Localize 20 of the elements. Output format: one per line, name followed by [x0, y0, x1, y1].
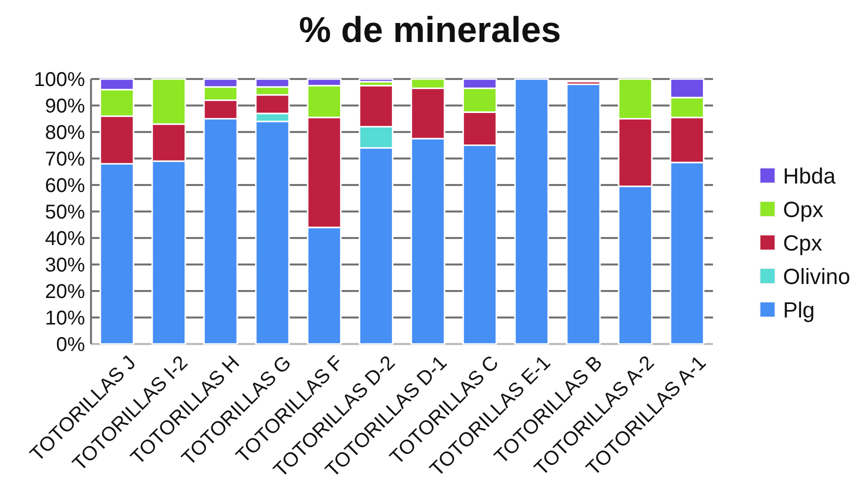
bar [566, 84, 601, 345]
y-tick-label: 70% [44, 148, 86, 170]
legend-label: Cpx [783, 230, 822, 256]
legend-label: Opx [783, 197, 824, 222]
y-tick-label: 80% [44, 122, 86, 144]
legend-label: Plg [783, 298, 815, 323]
bar [514, 78, 549, 345]
y-tick-label: 20% [44, 281, 86, 303]
y-tick-label: 90% [44, 96, 86, 118]
y-tick-label: 30% [44, 254, 86, 276]
legend-label: Olivino [783, 264, 850, 290]
chart-title: % de minerales [298, 9, 562, 50]
y-tick-label: 0% [56, 334, 86, 356]
y-tick-label: 60% [44, 175, 86, 197]
y-tick-label: 10% [44, 308, 86, 330]
bar [358, 78, 394, 82]
y-tick-label: 100% [34, 69, 86, 91]
y-tick-label: 40% [44, 228, 86, 250]
legend-label: Hbda [783, 164, 836, 189]
y-tick-label: 50% [44, 202, 86, 224]
